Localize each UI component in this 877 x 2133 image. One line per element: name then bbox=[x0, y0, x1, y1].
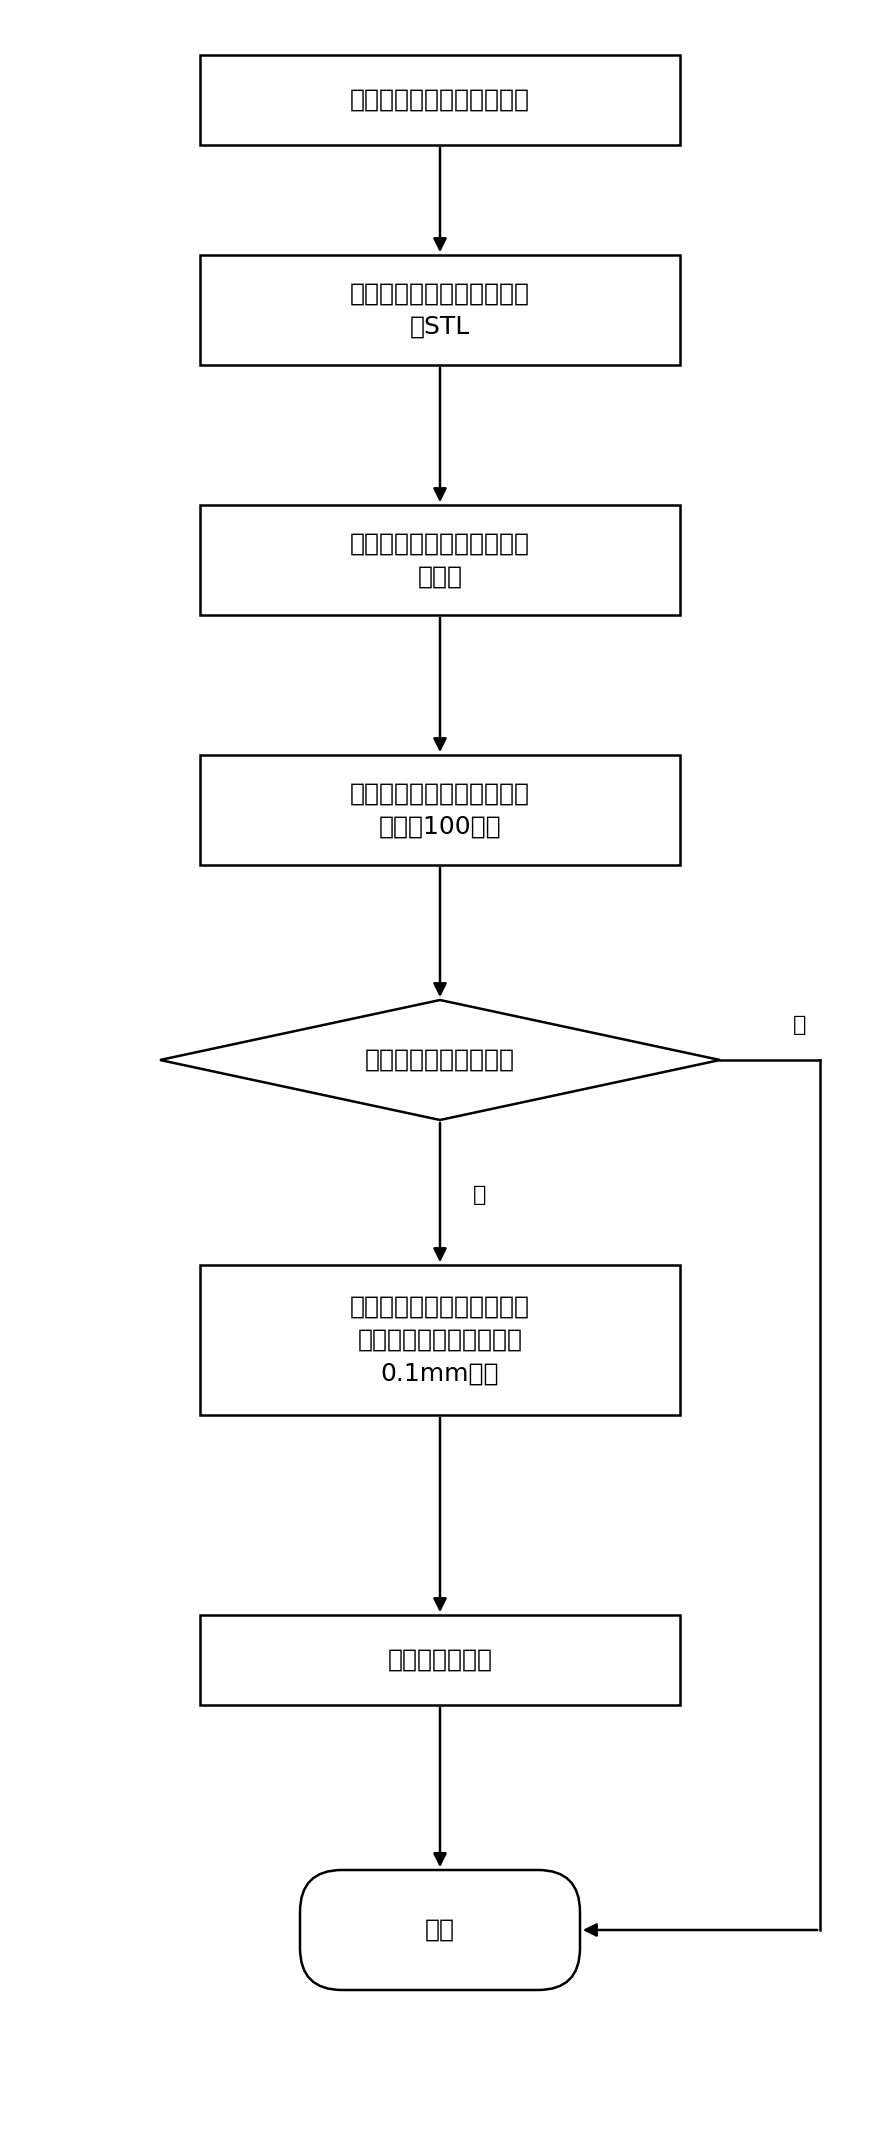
Bar bbox=[200, 55, 679, 145]
Bar bbox=[200, 506, 679, 614]
Text: 使用压缩算法获得病发前血
管形态: 使用压缩算法获得病发前血 管形态 bbox=[350, 531, 530, 589]
Text: 支架初始化模型: 支架初始化模型 bbox=[387, 1649, 492, 1672]
Text: 获取术前血管断层影像数据: 获取术前血管断层影像数据 bbox=[350, 87, 530, 113]
Bar bbox=[200, 755, 679, 866]
Text: 三维重建获得血管模型并导
出STL: 三维重建获得血管模型并导 出STL bbox=[350, 282, 530, 339]
Bar bbox=[200, 1265, 679, 1414]
Text: 是否超过中心线点范围: 是否超过中心线点范围 bbox=[365, 1047, 515, 1073]
Text: 是: 是 bbox=[793, 1015, 806, 1035]
Text: 结束: 结束 bbox=[424, 1918, 454, 1941]
Polygon shape bbox=[160, 1000, 719, 1120]
Bar bbox=[200, 1615, 679, 1704]
Bar bbox=[200, 256, 679, 365]
Text: 否: 否 bbox=[473, 1186, 486, 1205]
Text: 计算该点处的切线方向并做
垂直于切线方向的半径为
0.1mm的圆: 计算该点处的切线方向并做 垂直于切线方向的半径为 0.1mm的圆 bbox=[350, 1295, 530, 1386]
FancyBboxPatch shape bbox=[300, 1871, 580, 1990]
Text: 获取术前血管模型中心线并
离散成100个点: 获取术前血管模型中心线并 离散成100个点 bbox=[350, 781, 530, 838]
